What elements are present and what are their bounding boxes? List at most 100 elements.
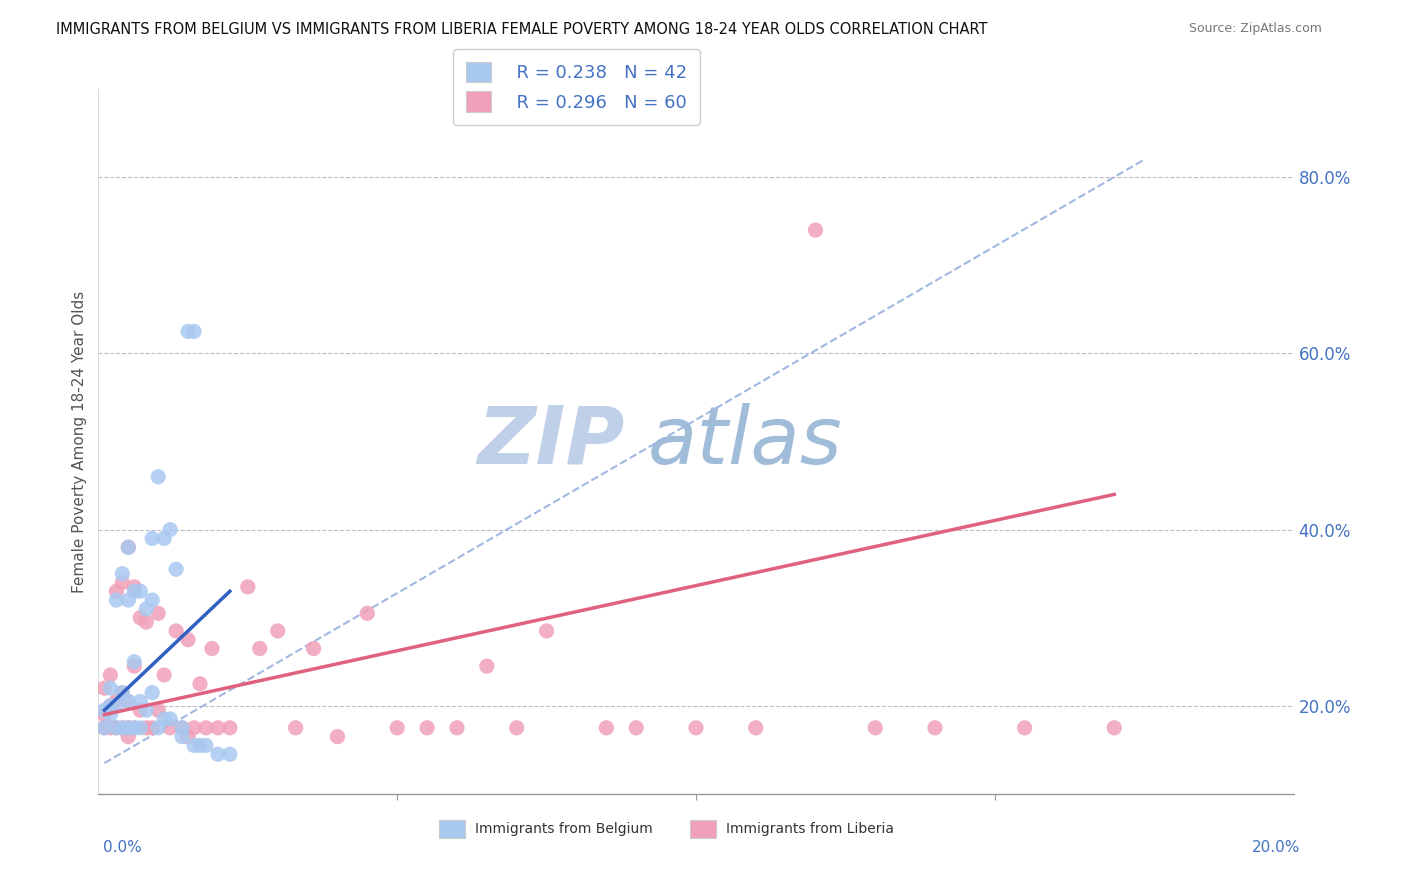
Y-axis label: Female Poverty Among 18-24 Year Olds: Female Poverty Among 18-24 Year Olds <box>72 291 87 592</box>
Point <box>745 721 768 735</box>
Point <box>141 593 163 607</box>
Point <box>626 721 648 735</box>
Point <box>165 562 187 576</box>
Point <box>141 532 163 546</box>
Point <box>416 721 439 735</box>
Point <box>93 721 115 735</box>
Point <box>153 712 176 726</box>
Point <box>249 641 271 656</box>
Point <box>183 325 205 339</box>
Point <box>117 721 139 735</box>
Point <box>804 223 827 237</box>
Point <box>98 721 122 735</box>
Point <box>924 721 946 735</box>
Point <box>219 747 242 762</box>
Point <box>117 593 139 607</box>
Point <box>117 694 139 708</box>
Point <box>124 659 146 673</box>
Point <box>183 721 205 735</box>
Point <box>135 615 157 629</box>
Point <box>446 721 468 735</box>
Point <box>98 707 122 722</box>
Point <box>93 703 115 717</box>
Point <box>141 721 163 735</box>
Point <box>129 694 152 708</box>
Legend:   R = 0.238   N = 42,   R = 0.296   N = 60: R = 0.238 N = 42, R = 0.296 N = 60 <box>453 49 700 125</box>
Point <box>124 721 146 735</box>
Point <box>135 721 157 735</box>
Text: 20.0%: 20.0% <box>1253 840 1301 855</box>
Point <box>129 721 152 735</box>
Point <box>105 698 128 713</box>
Point <box>506 721 529 735</box>
Point <box>117 721 139 735</box>
Point <box>302 641 325 656</box>
Point <box>153 532 176 546</box>
Point <box>111 685 134 699</box>
Point <box>105 593 128 607</box>
Point <box>111 721 134 735</box>
Point <box>201 641 224 656</box>
Point <box>188 677 211 691</box>
Point <box>475 659 498 673</box>
Point <box>93 681 115 696</box>
Point <box>98 698 122 713</box>
Point <box>117 540 139 554</box>
Point <box>536 624 558 638</box>
Point <box>148 469 170 483</box>
Point <box>98 698 122 713</box>
Point <box>177 325 200 339</box>
Point <box>165 624 187 638</box>
Point <box>129 610 152 624</box>
Point <box>267 624 290 638</box>
FancyBboxPatch shape <box>439 820 465 838</box>
Point <box>177 730 200 744</box>
Point <box>124 584 146 599</box>
Point <box>105 584 128 599</box>
Point <box>326 730 349 744</box>
Text: Immigrants from Belgium: Immigrants from Belgium <box>475 822 652 836</box>
Point <box>135 602 157 616</box>
Point <box>685 721 707 735</box>
Point <box>124 580 146 594</box>
Point <box>111 575 134 590</box>
Point <box>153 668 176 682</box>
Point <box>129 703 152 717</box>
Point <box>207 747 229 762</box>
Point <box>236 580 259 594</box>
Text: Immigrants from Liberia: Immigrants from Liberia <box>725 822 894 836</box>
Point <box>111 685 134 699</box>
Point <box>105 721 128 735</box>
Point <box>148 721 170 735</box>
Point <box>111 566 134 581</box>
Point <box>148 703 170 717</box>
Point <box>135 703 157 717</box>
Point <box>93 721 115 735</box>
Point <box>159 712 181 726</box>
Point <box>284 721 307 735</box>
Point <box>105 721 128 735</box>
Point <box>385 721 409 735</box>
Point <box>105 694 128 708</box>
Point <box>195 739 218 753</box>
Point <box>188 739 211 753</box>
Text: IMMIGRANTS FROM BELGIUM VS IMMIGRANTS FROM LIBERIA FEMALE POVERTY AMONG 18-24 YE: IMMIGRANTS FROM BELGIUM VS IMMIGRANTS FR… <box>56 22 988 37</box>
Point <box>124 655 146 669</box>
Point <box>219 721 242 735</box>
Point <box>865 721 887 735</box>
Point <box>177 632 200 647</box>
Point <box>172 730 194 744</box>
Text: Source: ZipAtlas.com: Source: ZipAtlas.com <box>1188 22 1322 36</box>
Point <box>1014 721 1036 735</box>
Point <box>117 540 139 554</box>
Point <box>159 523 181 537</box>
Point <box>172 721 194 735</box>
Point <box>1104 721 1126 735</box>
Point <box>356 607 378 621</box>
Point <box>172 721 194 735</box>
Point <box>141 685 163 699</box>
Text: ZIP: ZIP <box>477 402 624 481</box>
Text: 0.0%: 0.0% <box>103 840 142 855</box>
Point <box>129 584 152 599</box>
FancyBboxPatch shape <box>690 820 716 838</box>
